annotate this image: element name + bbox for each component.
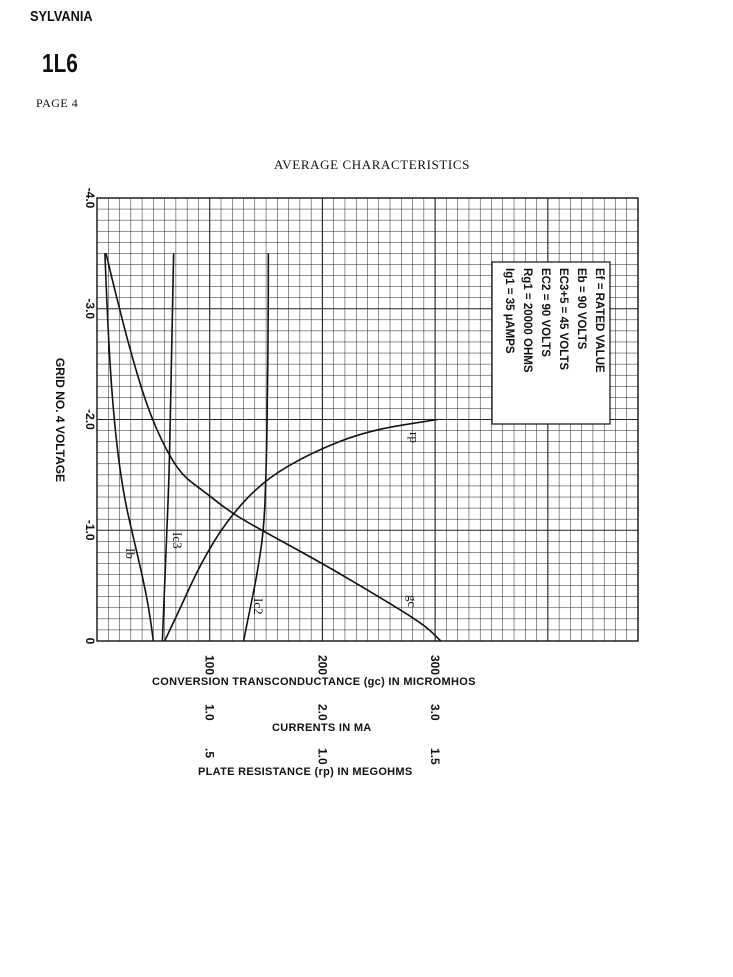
condition-line: EC3+5 = 45 VOLTS	[557, 268, 569, 370]
curve-ic2	[242, 253, 270, 642]
x-tick-label: .5	[203, 748, 217, 758]
x-tick-label: 1.0	[203, 704, 217, 721]
x-tick-label: 3.0	[428, 704, 442, 721]
x-tick-label: 1.0	[315, 748, 329, 765]
brand-name: SYLVANIA	[30, 8, 93, 25]
chart-title: AVERAGE CHARACTERISTICS	[274, 157, 470, 172]
x-tick-label: 100	[203, 655, 217, 675]
condition-line: Eb = 90 VOLTS	[575, 268, 587, 350]
condition-line: Rg1 = 20000 OHMS	[521, 268, 533, 373]
condition-line: Ef = RATED VALUE	[593, 268, 605, 373]
x-tick-label: 200	[315, 655, 329, 675]
x-axis-label-rp: PLATE RESISTANCE (rp) IN MEGOHMS	[198, 766, 413, 778]
curve-labels: Ib Ic3 Ic2 gc rp	[123, 432, 422, 615]
y-tick-label: -3.0	[83, 298, 97, 319]
curve-rp	[163, 418, 438, 642]
x-axis-ticks: 100 200 300 1.0 2.0 3.0 .5 1.0 1.5	[203, 655, 442, 765]
y-axis-label: GRID NO. 4 VOLTAGE	[53, 358, 67, 482]
curve-label-rp: rp	[407, 432, 422, 443]
x-axis-label-currents: CURRENTS IN MA	[272, 722, 372, 734]
curve-label-gc: gc	[405, 595, 420, 608]
x-tick-label: 300	[428, 655, 442, 675]
curve-gc	[105, 253, 442, 642]
curve-label-ic2: Ic2	[251, 598, 266, 615]
y-tick-label: -1.0	[83, 520, 97, 541]
y-tick-label: -4.0	[83, 188, 97, 209]
x-tick-label: 2.0	[315, 704, 329, 721]
y-tick-label: -2.0	[83, 409, 97, 430]
condition-line: EC2 = 90 VOLTS	[539, 268, 551, 357]
curves	[104, 253, 442, 642]
x-axis-label-gc: CONVERSION TRANSCONDUCTANCE (gc) IN MICR…	[152, 676, 476, 688]
x-tick-label: 1.5	[428, 748, 442, 765]
y-tick-label: 0	[83, 638, 97, 645]
tube-type: 1L6	[42, 48, 78, 78]
page-number: PAGE 4	[36, 96, 79, 110]
curve-label-ib: Ib	[123, 548, 138, 559]
conditions-frame	[491, 261, 611, 425]
plot-frame	[96, 197, 639, 642]
curve-label-ic3: Ic3	[170, 532, 185, 549]
curve-ic3	[161, 253, 175, 642]
curve-ib	[104, 253, 155, 642]
y-axis-ticks: 0 -1.0 -2.0 -3.0 -4.0	[83, 188, 97, 645]
conditions-box: Ef = RATED VALUE Eb = 90 VOLTS EC3+5 = 45 …	[491, 261, 611, 425]
condition-line: Ig1 = 35 µAMPS	[503, 268, 515, 354]
